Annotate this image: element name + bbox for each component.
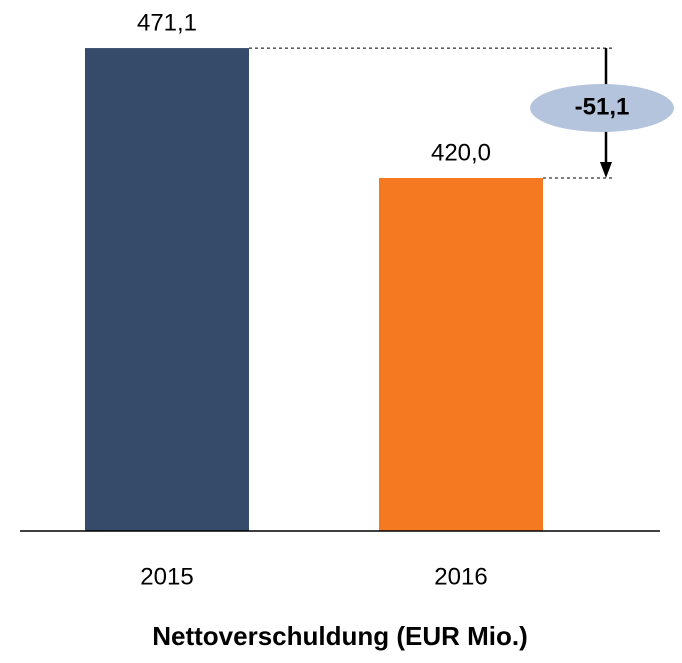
arrow-head (600, 162, 612, 179)
chart-title: Nettoverschuldung (EUR Mio.) (152, 621, 528, 651)
value-label: 420,0 (431, 139, 491, 166)
annotation: -51,1 (575, 93, 630, 120)
value-label: 471,1 (137, 9, 197, 36)
annotation-bubble (530, 84, 674, 132)
x-tick-label: 2015 (140, 563, 193, 590)
bar (85, 48, 249, 531)
x-tick-label: 2016 (434, 563, 487, 590)
bar (379, 178, 543, 531)
